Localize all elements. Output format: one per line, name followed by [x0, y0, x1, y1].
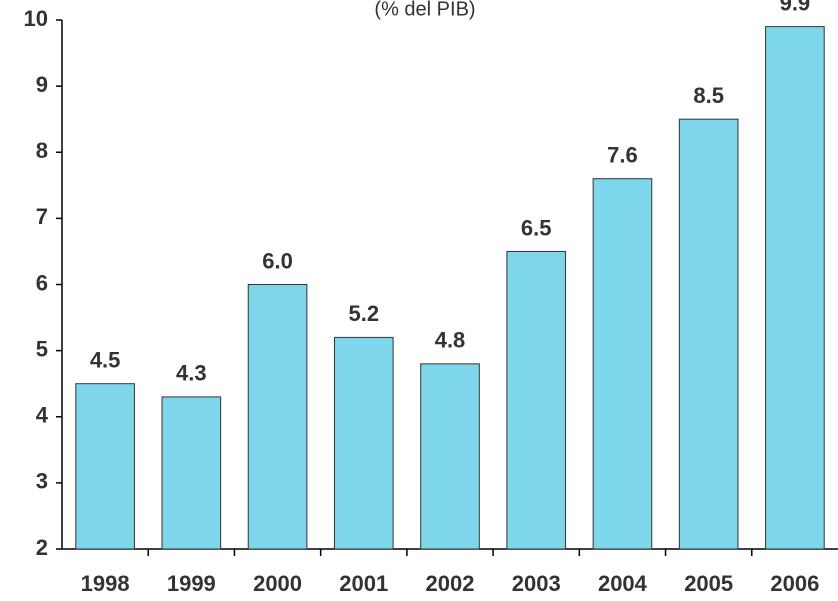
- x-tick-label: 2005: [684, 571, 733, 596]
- bar: [592, 178, 653, 550]
- y-tick-label: 5: [36, 336, 48, 361]
- bar: [506, 250, 567, 550]
- y-tick-label: 4: [36, 403, 49, 428]
- value-label: 4.5: [90, 348, 121, 373]
- y-tick-label: 3: [36, 469, 48, 494]
- value-label: 5.2: [348, 301, 379, 326]
- value-label: 9.9: [780, 0, 811, 15]
- value-label: 7.6: [607, 143, 638, 168]
- x-tick-label: 1998: [81, 571, 130, 596]
- x-tick-label: 2001: [339, 571, 388, 596]
- bar: [420, 363, 480, 550]
- bar: [161, 396, 222, 550]
- value-label: 4.3: [176, 361, 207, 386]
- y-tick-label: 6: [36, 270, 48, 295]
- x-tick-label: 1999: [167, 571, 216, 596]
- bar: [678, 118, 739, 550]
- bar: [247, 284, 308, 550]
- y-tick-label: 10: [24, 6, 48, 31]
- x-tick-label: 2006: [770, 571, 819, 596]
- y-tick-label: 7: [36, 204, 48, 229]
- chart-subtitle: (% del PIB): [374, 0, 475, 20]
- value-label: 6.5: [521, 215, 552, 240]
- x-tick-label: 2004: [598, 571, 648, 596]
- value-label: 4.8: [435, 328, 466, 353]
- x-tick-label: 2003: [512, 571, 561, 596]
- y-tick-label: 8: [36, 138, 48, 163]
- x-tick-label: 2000: [253, 571, 302, 596]
- bar: [333, 336, 394, 550]
- bar: [765, 26, 825, 550]
- value-label: 6.0: [262, 248, 293, 273]
- y-tick-label: 2: [36, 535, 48, 560]
- bar: [75, 383, 135, 550]
- value-label: 8.5: [693, 83, 724, 108]
- x-tick-label: 2002: [426, 571, 475, 596]
- y-tick-label: 9: [36, 72, 48, 97]
